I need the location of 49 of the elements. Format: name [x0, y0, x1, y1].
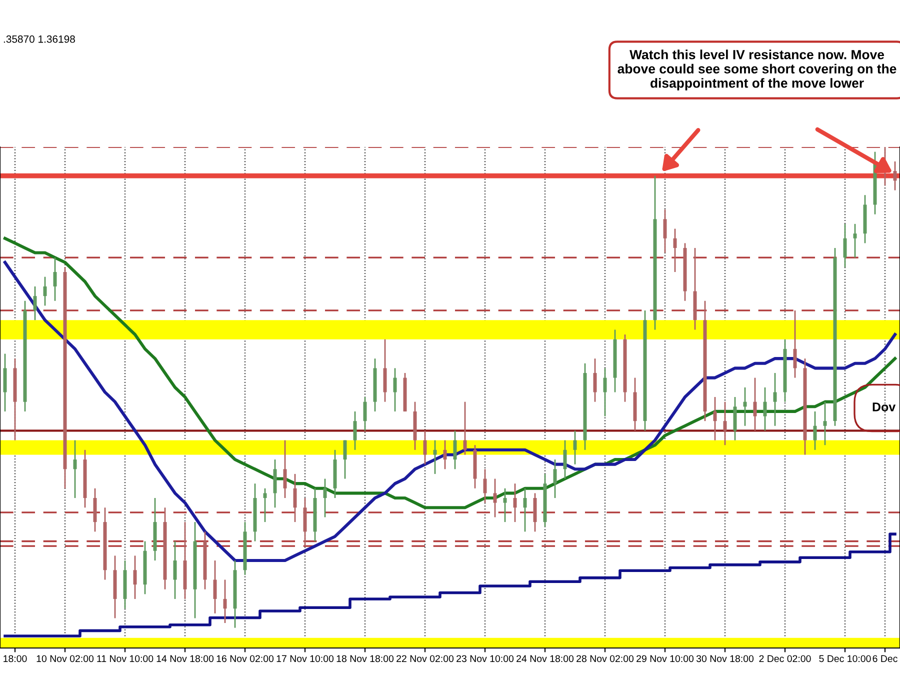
candlestick	[813, 410, 817, 451]
candlestick	[443, 440, 447, 470]
candlestick	[523, 488, 527, 532]
x-tick-label: 16 Nov 02:00	[216, 655, 274, 662]
candlestick	[723, 401, 727, 446]
candlestick	[663, 208, 667, 254]
candlestick	[263, 488, 267, 523]
x-tick-label: 11 Nov 10:00	[97, 655, 154, 662]
x-tick-label: 17 Nov 10:00	[276, 655, 334, 662]
candlestick	[353, 410, 357, 451]
x-tick-label: 18 Nov 18:00	[336, 655, 394, 662]
candlestick	[493, 478, 497, 518]
candlestick	[423, 430, 427, 466]
candlestick	[713, 396, 717, 441]
x-tick-label: 5 Dec 10:00	[819, 655, 871, 662]
text: .35870 1.36198	[4, 35, 75, 43]
candlestick	[293, 473, 297, 523]
x-tick-label: 2 Dec 02:00	[759, 655, 811, 662]
x-tick-label: 29 Nov 10:00	[636, 655, 694, 662]
candlestick	[343, 440, 347, 480]
annotation: Dov	[872, 402, 896, 412]
x-tick-label: 28 Nov 02:00	[576, 655, 634, 662]
candlestick	[673, 228, 677, 273]
candlestick	[563, 440, 567, 480]
candlestick	[823, 401, 827, 446]
candlestick	[853, 223, 857, 258]
x-tick-label: 10 Nov 02:00	[36, 655, 94, 662]
candlestick	[513, 482, 517, 523]
candlestick	[593, 358, 597, 403]
candlestick	[133, 554, 137, 600]
candlestick	[573, 430, 577, 466]
x-tick-label: 30 Nov 18:00	[696, 655, 754, 662]
candlestick	[503, 488, 507, 523]
candlestick	[283, 440, 287, 499]
candlestick	[213, 560, 217, 614]
candlestick	[53, 256, 57, 302]
candlestick	[453, 430, 457, 470]
candlestick	[43, 276, 47, 306]
text: Watch this level IV resistance now. Move above could see some short covering on the disappointment of the move lower	[618, 50, 896, 90]
x-tick-label: 18:00	[4, 655, 27, 662]
x-tick-label: 22 Nov 02:00	[396, 655, 454, 662]
x-tick-label: 24 Nov 18:00	[516, 655, 574, 662]
x-tick-label: 14 Nov 18:00	[156, 655, 214, 662]
candlestick	[393, 367, 397, 412]
x-tick-label: 23 Nov 10:00	[456, 655, 514, 662]
candlestick	[763, 386, 767, 432]
candlestick	[173, 540, 177, 600]
candlestick	[773, 372, 777, 427]
x-tick-label: 6 Dec	[872, 655, 898, 662]
